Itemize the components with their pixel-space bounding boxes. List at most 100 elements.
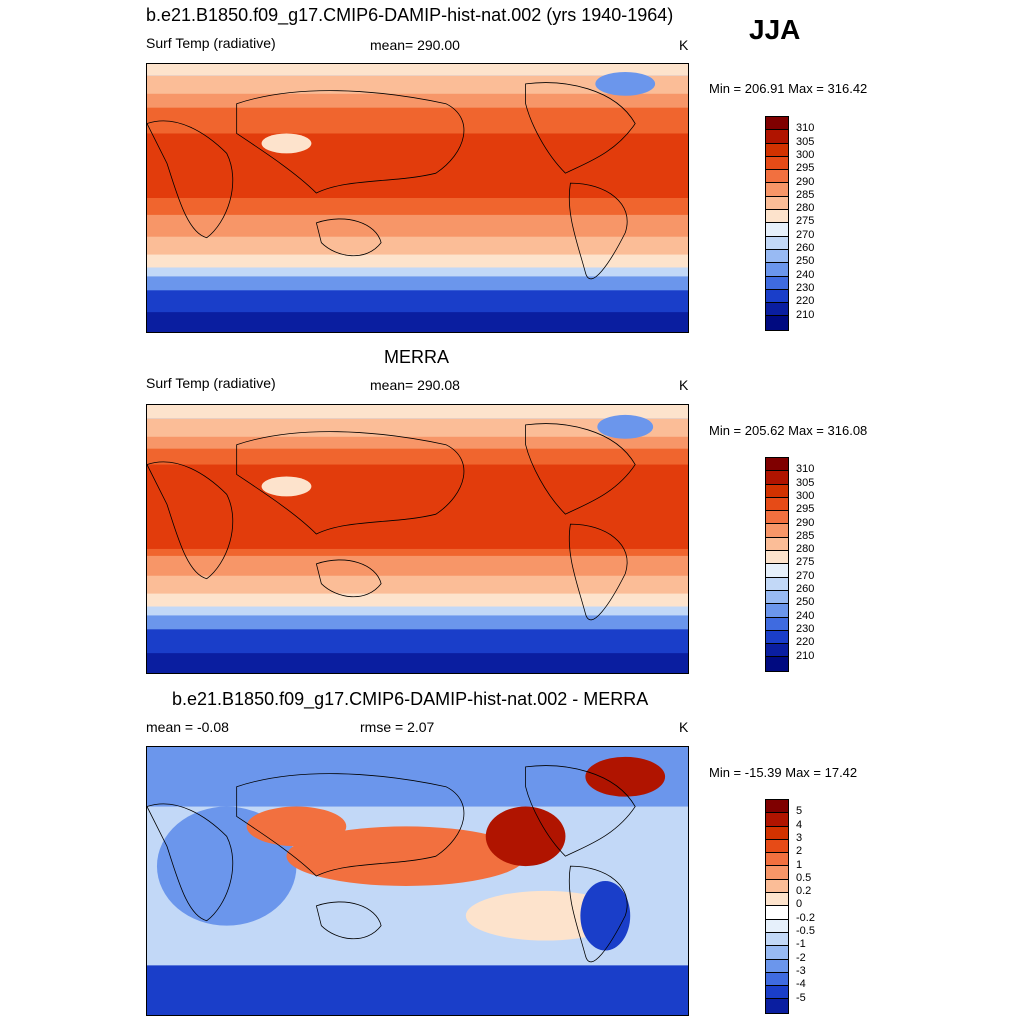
colorbar-swatch [766,130,788,144]
colorbar-tick-label: -3 [796,964,806,977]
colorbar-swatch [766,879,788,894]
panel2-minmax: Min = 205.62 Max = 316.08 [709,423,868,438]
colorbar-tick-label: 210 [796,308,815,321]
colorbar-swatch [766,932,788,947]
colorbar-swatch [766,800,788,814]
colorbar-swatch [766,223,788,237]
colorbar-swatch [766,117,788,131]
colorbar-tick-label: 270 [796,569,815,582]
colorbar-swatch [766,839,788,854]
colorbar-tick-label: 290 [796,175,815,188]
colorbar-swatch [766,316,788,330]
colorbar-swatch [766,484,788,498]
colorbar-swatch [766,564,788,578]
colorbar-swatch [766,986,788,1000]
colorbar-swatch [766,458,788,472]
panel2-colorbar [765,457,789,672]
colorbar-tick-label: 1 [796,858,803,871]
panel3-mean-label: mean = -0.08 [146,719,229,735]
panel3-units: K [679,719,689,735]
season-label: JJA [749,14,801,45]
panel1-mean-label: mean= 290.00 [370,37,460,53]
colorbar-swatch [766,196,788,211]
colorbar-tick-label: 250 [796,596,815,609]
colorbar-tick-label: 250 [796,255,815,268]
colorbar-tick-label: 275 [796,215,815,228]
colorbar-tick-label: 260 [796,583,815,595]
colorbar-swatch [766,972,788,987]
colorbar-tick-label: 3 [796,831,803,844]
colorbar-swatch [766,604,788,618]
colorbar-swatch [766,537,788,552]
colorbar-swatch [766,236,788,250]
colorbar-swatch [766,210,788,224]
colorbar-tick-label: -0.2 [796,911,815,924]
colorbar-tick-label: 4 [796,818,803,831]
colorbar-tick-label: 240 [796,268,815,281]
colorbar-tick-label: 295 [796,503,815,516]
colorbar-swatch [766,551,788,565]
colorbar-swatch [766,813,788,827]
colorbar-tick-label: 0.5 [796,871,812,884]
panel3-colorbar [765,799,789,1014]
colorbar-tick-label: 2 [796,845,803,858]
panel3-map-svg [147,747,688,1015]
colorbar-swatch [766,303,788,317]
panel1-colorbar [765,116,789,331]
colorbar-swatch [766,644,788,658]
colorbar-tick-label: -2 [796,951,806,964]
colorbar-tick-label: 300 [796,148,815,161]
panel3-rmse-label: rmse = 2.07 [360,719,435,735]
colorbar-tick-label: 270 [796,228,815,241]
colorbar-swatch [766,511,788,525]
colorbar-swatch [766,853,788,867]
colorbar-tick-label: 280 [796,543,815,556]
colorbar-tick-label: 220 [796,295,815,308]
colorbar-swatch [766,249,788,264]
panel3-title: b.e21.B1850.f09_g17.CMIP6-DAMIP-hist-nat… [172,689,649,709]
colorbar-tick-label: -1 [796,938,806,951]
colorbar-swatch [766,143,788,157]
panel3-minmax: Min = -15.39 Max = 17.42 [709,765,858,780]
colorbar-swatch [766,826,788,840]
colorbar-swatch [766,276,788,290]
panel1-variable-label: Surf Temp (radiative) [146,35,276,51]
colorbar-tick-label: 290 [796,516,815,529]
colorbar-tick-label: 0.2 [796,885,812,898]
colorbar-swatch [766,289,788,304]
colorbar-tick-label: 305 [796,135,815,148]
colorbar-tick-label: 210 [796,649,815,662]
colorbar-swatch [766,497,788,512]
colorbar-swatch [766,893,788,907]
panel2-title: MERRA [384,347,450,367]
panel3-map [146,746,689,1016]
colorbar-swatch [766,590,788,605]
panel1-map [146,63,689,333]
colorbar-tick-label: 300 [796,489,815,502]
colorbar-swatch [766,577,788,591]
colorbar-tick-label: 305 [796,476,815,489]
colorbar-swatch [766,263,788,277]
colorbar-swatch [766,156,788,171]
panel2-mean-label: mean= 290.08 [370,377,460,393]
colorbar-swatch [766,170,788,184]
colorbar-swatch [766,919,788,933]
colorbar-swatch [766,524,788,538]
colorbar-tick-label: 280 [796,202,815,215]
colorbar-tick-label: 310 [796,463,815,476]
colorbar-tick-label: 5 [796,805,803,818]
colorbar-swatch [766,866,788,880]
panel1-units: K [679,37,689,53]
colorbar-swatch [766,630,788,645]
colorbar-swatch [766,946,788,960]
colorbar-tick-label: 295 [796,162,815,175]
panel2-map-svg [147,405,688,673]
colorbar-tick-label: 310 [796,122,815,135]
colorbar-tick-label: -5 [796,991,806,1004]
colorbar-tick-label: 230 [796,281,815,294]
colorbar-swatch [766,183,788,197]
colorbar-tick-label: 0 [796,898,803,911]
panel1-map-svg [147,64,688,332]
colorbar-tick-label: 275 [796,556,815,569]
colorbar-tick-label: 240 [796,609,815,622]
